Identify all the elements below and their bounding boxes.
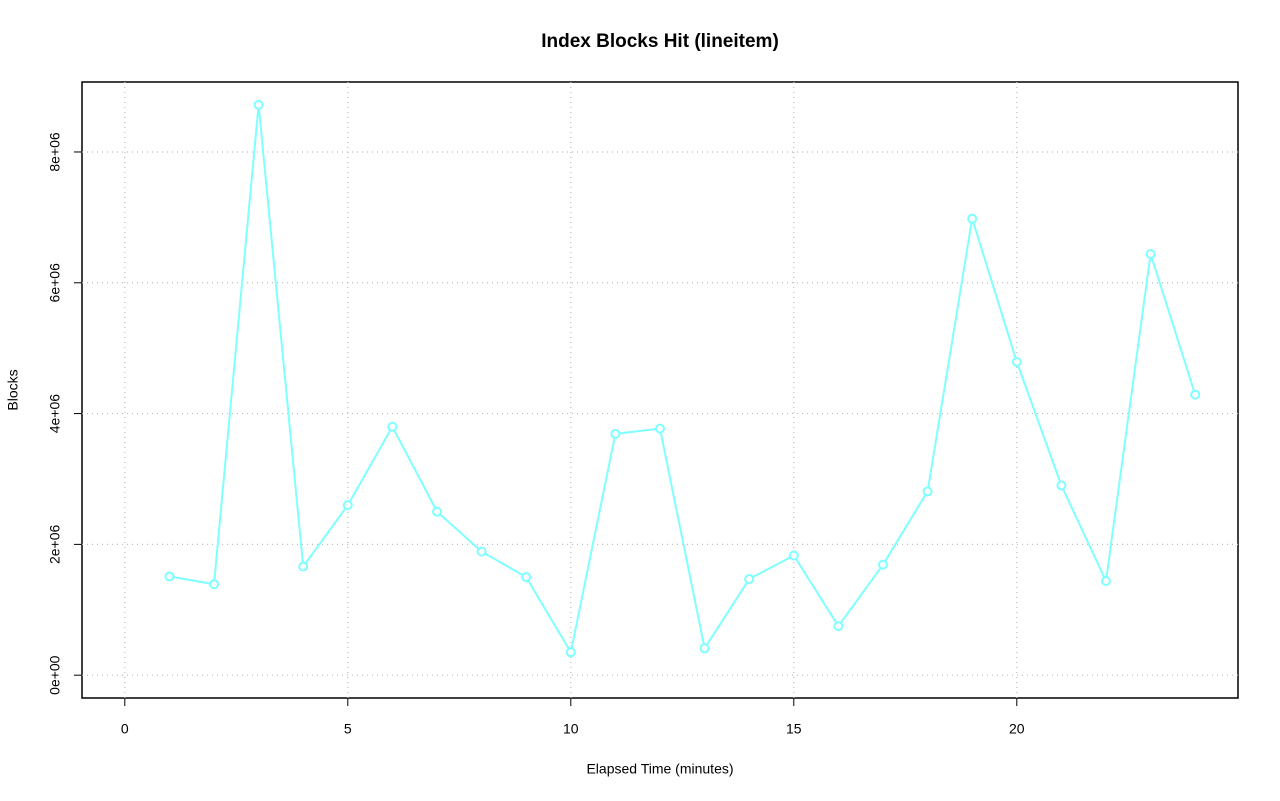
data-point: [432, 506, 443, 517]
data-point: [744, 574, 755, 585]
x-tick-label: 20: [1009, 721, 1025, 737]
data-point: [565, 647, 576, 658]
x-tick-label: 10: [563, 721, 579, 737]
x-tick-label: 15: [786, 721, 802, 737]
data-point: [298, 561, 309, 572]
y-tick-label: 0e+00: [47, 655, 63, 695]
y-tick-label: 6e+06: [47, 263, 63, 303]
data-point: [253, 99, 264, 110]
data-point: [833, 621, 844, 632]
data-point: [967, 213, 978, 224]
data-point: [610, 428, 621, 439]
data-point: [922, 486, 933, 497]
data-point: [1190, 389, 1201, 400]
data-point: [1056, 480, 1067, 491]
chart-title: Index Blocks Hit (lineitem): [541, 31, 779, 52]
y-tick-label: 8e+06: [47, 132, 63, 172]
data-point: [788, 550, 799, 561]
y-axis-label: Blocks: [5, 369, 21, 410]
data-point: [877, 559, 888, 570]
data-point: [1011, 356, 1022, 367]
data-point: [699, 643, 710, 654]
data-point: [655, 423, 665, 434]
data-point: [164, 571, 175, 582]
data-point: [1100, 575, 1111, 586]
data-point: [342, 500, 353, 511]
data-point: [387, 421, 398, 432]
x-axis-label: Elapsed Time (minutes): [586, 761, 733, 777]
data-point: [476, 546, 487, 557]
y-tick-label: 2e+06: [47, 525, 63, 565]
plot-frame: [81, 81, 1239, 699]
data-point: [209, 579, 220, 590]
data-point: [521, 572, 532, 583]
y-tick-label: 4e+06: [47, 394, 63, 434]
data-line: [169, 104, 1197, 656]
x-tick-label: 5: [344, 721, 352, 737]
data-point: [1145, 249, 1156, 260]
x-tick-label: 0: [121, 721, 129, 737]
